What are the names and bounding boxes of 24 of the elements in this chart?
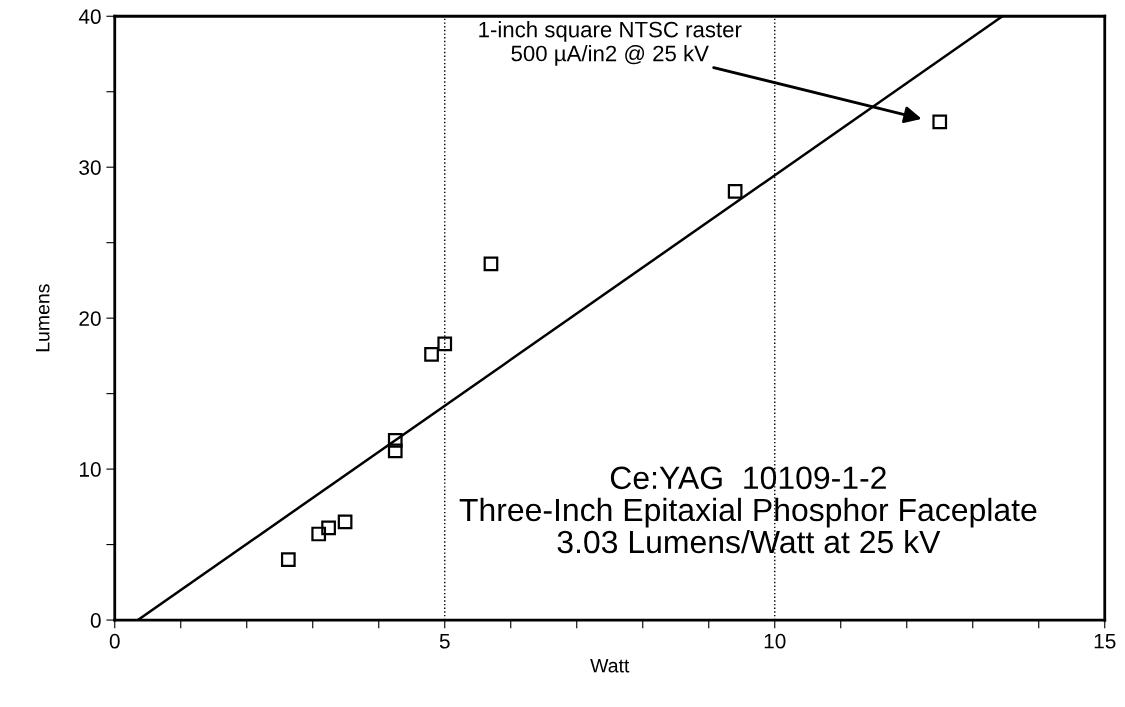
point xyxy=(321,520,336,536)
point xyxy=(337,514,353,530)
x-tick-label: 15 xyxy=(1094,634,1116,649)
point xyxy=(387,443,403,459)
point xyxy=(483,256,499,272)
annotation: 1-inch square NTSC raster 500 µA/in2 @ 25 kV xyxy=(479,21,742,66)
x-tick-label: 0 xyxy=(109,633,120,649)
point xyxy=(280,552,296,568)
y-tick-label: 30 xyxy=(79,160,101,175)
y-tick-label: 0 xyxy=(90,613,101,628)
x-axis-title: Watt xyxy=(590,658,630,673)
point xyxy=(437,336,453,352)
point xyxy=(387,433,403,448)
point xyxy=(311,526,327,542)
annotation: Ce:YAG 10109-1-2 Three-Inch Epitaxial Phosphor Faceplate 3.03 Lumens/Watt at 25 kV xyxy=(459,466,1037,554)
x-tick-label: 5 xyxy=(439,634,450,649)
y-tick-label: 40 xyxy=(78,9,101,25)
y-tick-label: 20 xyxy=(79,311,101,326)
x-tick-label: 10 xyxy=(764,633,786,649)
point xyxy=(932,114,948,130)
y-axis-title: Lumens xyxy=(35,284,50,352)
point xyxy=(727,184,743,199)
point xyxy=(424,347,439,362)
y-tick-label: 10 xyxy=(79,462,101,477)
